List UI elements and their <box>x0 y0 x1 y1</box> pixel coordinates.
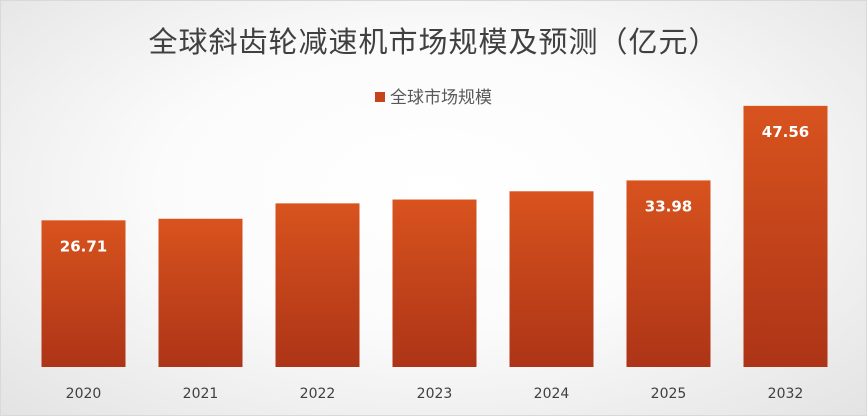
data-label-2020: 26.71 <box>60 237 107 255</box>
x-tick-label-2021: 2021 <box>183 386 219 402</box>
x-tick-label-2025: 2025 <box>651 386 687 402</box>
bar-2020 <box>41 220 126 367</box>
legend-swatch <box>375 92 385 102</box>
data-label-2025: 33.98 <box>645 197 692 215</box>
bars <box>41 105 828 368</box>
bar-2021 <box>158 218 243 367</box>
bar-2032 <box>743 105 828 368</box>
x-tick-label-2023: 2023 <box>417 386 453 402</box>
x-axis-tick-labels: 2020 2021 2022 2023 2024 2025 2032 <box>66 386 804 402</box>
legend: 全球市场规模 <box>1 83 866 108</box>
data-labels: 26.71 33.98 47.56 <box>60 123 809 255</box>
legend-label: 全球市场规模 <box>390 88 492 108</box>
x-tick-label-2020: 2020 <box>66 386 102 402</box>
chart-title: 全球斜齿轮减速机市场规模及预测（亿元） <box>148 25 719 59</box>
bar-2024 <box>509 191 594 367</box>
data-label-2032: 47.56 <box>762 123 809 141</box>
x-tick-label-2024: 2024 <box>534 386 570 402</box>
x-tick-label-2022: 2022 <box>300 386 336 402</box>
bar-2022 <box>275 203 360 367</box>
bar-2025 <box>626 180 711 367</box>
x-tick-label-2032: 2032 <box>768 386 804 402</box>
bar-2023 <box>392 199 477 367</box>
